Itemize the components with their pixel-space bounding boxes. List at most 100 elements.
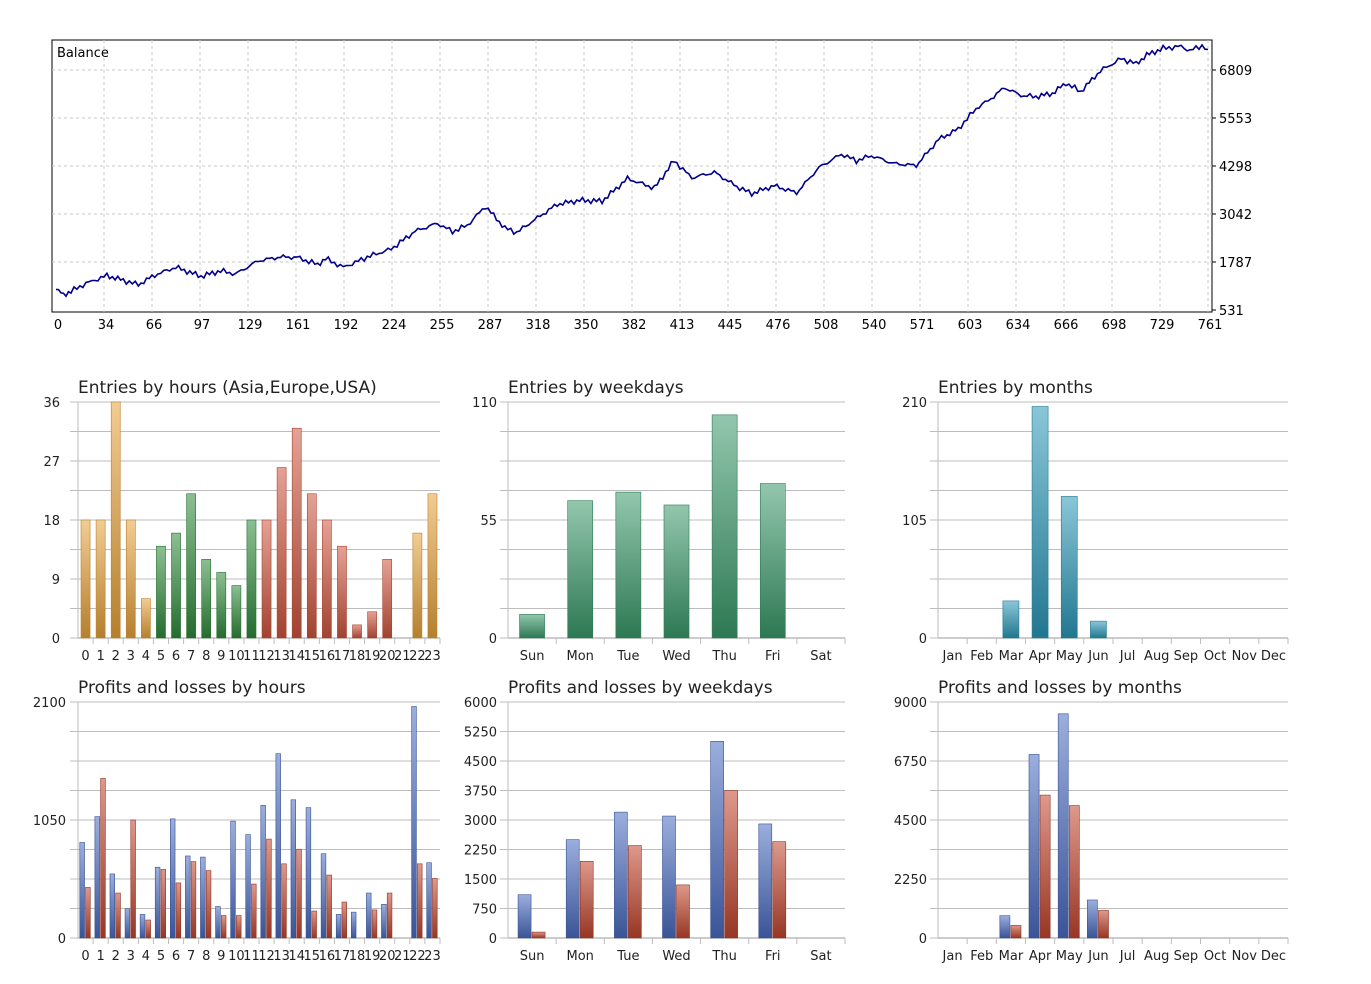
- x-tick-label: Nov: [1232, 649, 1258, 664]
- x-tick-label: 23: [424, 949, 441, 964]
- profit-bar: [758, 823, 773, 939]
- x-tick-label: 7: [187, 949, 195, 964]
- x-tick-label: Aug: [1144, 949, 1169, 964]
- y-tick-label: 6000: [464, 696, 497, 711]
- x-tick-label: Jun: [1087, 949, 1108, 964]
- x-tick-label: 11: [243, 949, 260, 964]
- loss-bar: [432, 878, 438, 939]
- bar: [171, 532, 181, 639]
- y-tick-label: 55: [480, 514, 497, 529]
- chart-title: Entries by weekdays: [508, 378, 684, 398]
- y-tick-label: 3042: [1219, 208, 1252, 223]
- loss-bar: [1068, 805, 1080, 939]
- y-tick-label: 1050: [33, 814, 66, 829]
- x-tick-label: 9: [217, 649, 225, 664]
- x-tick-label: 6: [172, 949, 180, 964]
- y-tick-label: 4298: [1219, 160, 1252, 175]
- loss-bar: [1098, 910, 1109, 939]
- profit-bar: [230, 820, 236, 939]
- y-tick-label: 1500: [464, 873, 497, 888]
- bar: [615, 491, 642, 639]
- bar: [367, 611, 377, 639]
- profit-bar: [124, 908, 131, 939]
- x-tick-label: 318: [526, 318, 551, 333]
- x-tick-label: 20: [379, 649, 396, 664]
- profit-bar: [185, 855, 191, 939]
- x-tick-label: Sun: [520, 949, 545, 964]
- x-tick-label: Jul: [1119, 949, 1136, 964]
- profit-bar: [517, 894, 532, 939]
- loss-bar: [160, 869, 166, 939]
- x-tick-label: 12: [258, 949, 275, 964]
- profit-bar: [1028, 754, 1040, 939]
- x-tick-label: 413: [670, 318, 695, 333]
- profits-losses-by-weekdays-chart: Profits and losses by weekdays 0 750 1500 22…: [464, 678, 846, 964]
- x-tick-label: Mar: [999, 949, 1024, 964]
- x-tick-label: 6: [172, 649, 180, 664]
- loss-bar: [145, 919, 151, 939]
- loss-bar: [115, 892, 121, 939]
- x-tick-label: Thu: [711, 649, 736, 664]
- bar: [291, 427, 302, 639]
- bar: [125, 519, 136, 639]
- x-tick-label: 19: [364, 949, 381, 964]
- x-tick-label: 21: [394, 649, 411, 664]
- x-tick-label: 382: [622, 318, 647, 333]
- bar: [306, 493, 317, 639]
- x-tick-label: 698: [1102, 318, 1127, 333]
- y-tick-label: 0: [919, 932, 927, 947]
- loss-bar: [579, 860, 594, 939]
- x-tick-label: 16: [319, 949, 336, 964]
- x-tick-label: Mar: [999, 649, 1024, 664]
- y-tick-label: 9000: [894, 696, 927, 711]
- x-tick-label: May: [1056, 649, 1083, 664]
- chart-title: Profits and losses by weekdays: [508, 678, 773, 698]
- chart-title: Profits and losses by months: [938, 678, 1182, 698]
- x-tick-label: 287: [478, 318, 503, 333]
- x-tick-label: Wed: [662, 949, 690, 964]
- profit-bar: [999, 915, 1011, 939]
- y-tick-label: 0: [919, 632, 927, 647]
- x-tick-label: 18: [349, 649, 366, 664]
- profit-bar: [139, 914, 146, 939]
- x-tick-label: 19: [364, 649, 381, 664]
- profit-bar: [200, 856, 206, 939]
- x-tick-label: Tue: [616, 649, 639, 664]
- y-tick-label: 0: [58, 932, 66, 947]
- x-tick-label: 11: [243, 649, 260, 664]
- x-tick-label: 666: [1054, 318, 1079, 333]
- bar: [1090, 620, 1107, 639]
- x-tick-label: 350: [574, 318, 599, 333]
- profit-bar: [79, 842, 85, 939]
- bar: [80, 519, 91, 639]
- x-tick-label: 761: [1198, 318, 1223, 333]
- x-tick-label: 603: [958, 318, 983, 333]
- x-tick-label: 3: [127, 649, 135, 664]
- bar: [759, 483, 786, 639]
- bar: [322, 519, 332, 639]
- x-tick-label: 2: [112, 649, 120, 664]
- loss-bar: [676, 884, 690, 939]
- x-tick-label: Jul: [1119, 649, 1136, 664]
- chart-title: Profits and losses by hours: [78, 678, 306, 698]
- loss-bar: [341, 901, 347, 939]
- loss-bar: [236, 915, 242, 939]
- loss-bar: [628, 845, 642, 939]
- bar: [382, 559, 393, 639]
- y-tick-label: 18: [43, 514, 60, 529]
- loss-bar: [417, 863, 423, 939]
- bar: [95, 519, 106, 639]
- loss-bar: [1010, 925, 1022, 939]
- x-tick-label: 0: [81, 949, 89, 964]
- x-tick-label: 8: [202, 649, 210, 664]
- x-tick-label: 14: [288, 949, 305, 964]
- y-tick-label: 2100: [33, 696, 66, 711]
- bar: [276, 467, 287, 639]
- profit-bar: [662, 815, 676, 939]
- x-tick-label: 161: [286, 318, 311, 333]
- y-tick-label: 36: [43, 396, 60, 411]
- bar: [246, 519, 257, 639]
- y-tick-label: 9: [52, 573, 60, 588]
- x-tick-label: 16: [319, 649, 336, 664]
- x-tick-label: Fri: [765, 949, 781, 964]
